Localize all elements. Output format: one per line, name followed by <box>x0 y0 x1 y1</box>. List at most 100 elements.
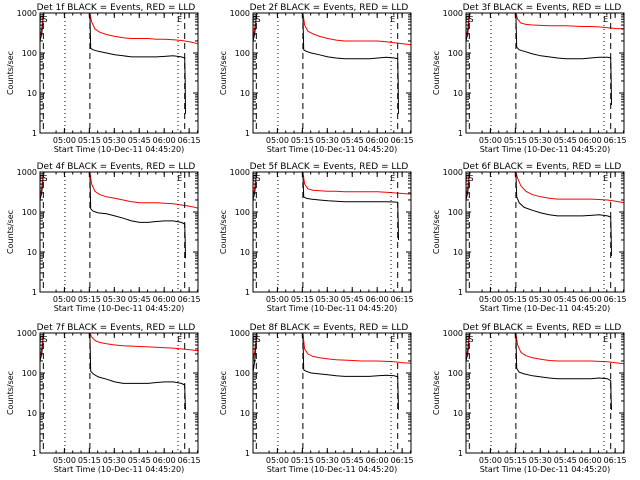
x-tick-label: 05:15 <box>504 295 527 304</box>
y-axis-label: Counts/sec <box>432 210 441 254</box>
y-tick-label: 1000 <box>443 9 463 18</box>
x-axis-label: Start Time (10-Dec-11 04:45:20) <box>267 465 398 474</box>
series-line-lld <box>252 171 412 197</box>
x-axis-label: Start Time (10-Dec-11 04:45:20) <box>480 145 611 154</box>
x-tick-label: 06:00 <box>579 136 602 145</box>
x-tick-label: 05:45 <box>128 295 151 304</box>
plot-frame <box>252 171 412 293</box>
x-axis-label: Start Time (10-Dec-11 04:45:20) <box>54 145 185 154</box>
x-tick-label: 05:15 <box>504 456 527 465</box>
x-tick-label: 06:15 <box>604 295 627 304</box>
x-tick-label: 06:00 <box>153 136 176 145</box>
marker-label: E <box>390 335 395 344</box>
x-tick-label: 05:00 <box>266 136 289 145</box>
x-tick-label: 06:00 <box>153 295 176 304</box>
x-tick-label: 05:15 <box>78 295 101 304</box>
y-tick-label: 10 <box>240 409 250 418</box>
plot-frame <box>252 12 412 134</box>
marker-label: S <box>42 174 47 183</box>
x-tick-label: 06:00 <box>366 456 389 465</box>
x-tick-label: 05:00 <box>53 136 76 145</box>
y-tick-label: 1000 <box>443 168 463 177</box>
marker-label: E <box>390 15 395 24</box>
y-tick-label: 1 <box>32 288 37 297</box>
y-tick-label: 10 <box>27 409 37 418</box>
series-line-lld <box>465 12 625 38</box>
marker-label: E <box>603 335 608 344</box>
series-line-lld <box>39 332 199 358</box>
y-tick-label: 10 <box>453 409 463 418</box>
chart-title: Det 8f BLACK = Events, RED = LLD <box>250 323 409 333</box>
marker-label: E <box>603 174 608 183</box>
chart-title: Det 6f BLACK = Events, RED = LLD <box>463 162 622 172</box>
x-tick-label: 06:00 <box>366 136 389 145</box>
y-tick-label: 10 <box>27 89 37 98</box>
x-tick-label: 06:15 <box>178 136 201 145</box>
y-tick-label: 10 <box>453 248 463 257</box>
x-axis-label: Start Time (10-Dec-11 04:45:20) <box>480 304 611 313</box>
chart-title: Det 5f BLACK = Events, RED = LLD <box>250 162 409 172</box>
y-tick-label: 10 <box>453 89 463 98</box>
y-axis-label: Counts/sec <box>219 51 228 95</box>
y-tick-label: 10 <box>240 89 250 98</box>
x-axis-label: Start Time (10-Dec-11 04:45:20) <box>54 304 185 313</box>
y-tick-label: 1000 <box>230 168 250 177</box>
marker-label: S <box>42 15 47 24</box>
y-tick-label: 10 <box>27 248 37 257</box>
series-line-events <box>252 12 399 114</box>
chart-title: Det 7f BLACK = Events, RED = LLD <box>37 323 196 333</box>
y-tick-label: 1 <box>458 129 463 138</box>
y-axis-label: Counts/sec <box>219 371 228 415</box>
x-tick-label: 06:15 <box>604 456 627 465</box>
x-tick-label: 06:15 <box>391 295 414 304</box>
series-line-lld <box>39 12 199 45</box>
x-tick-label: 05:15 <box>291 295 314 304</box>
plot-frame <box>465 171 625 293</box>
x-tick-label: 06:15 <box>391 456 414 465</box>
chart-title: Det 2f BLACK = Events, RED = LLD <box>250 3 409 13</box>
x-tick-label: 05:15 <box>291 456 314 465</box>
marker-label: E <box>603 15 608 24</box>
y-tick-label: 100 <box>448 369 463 378</box>
x-tick-label: 05:15 <box>291 136 314 145</box>
y-tick-label: 10 <box>240 248 250 257</box>
y-tick-label: 1 <box>32 129 37 138</box>
marker-label: E <box>390 174 395 183</box>
y-tick-label: 100 <box>235 208 250 217</box>
chart-title: Det 9f BLACK = Events, RED = LLD <box>463 323 622 333</box>
x-tick-label: 06:00 <box>579 295 602 304</box>
x-tick-label: 05:30 <box>316 136 339 145</box>
y-axis-label: Counts/sec <box>6 371 15 415</box>
x-tick-label: 06:15 <box>178 456 201 465</box>
series-line-lld <box>465 332 625 365</box>
plot-frame <box>39 332 199 454</box>
y-tick-label: 100 <box>235 49 250 58</box>
x-tick-label: 06:00 <box>366 295 389 304</box>
series-line-events <box>252 332 399 410</box>
y-tick-label: 100 <box>22 208 37 217</box>
x-tick-label: 05:30 <box>529 456 552 465</box>
x-tick-label: 06:15 <box>604 136 627 145</box>
y-tick-label: 100 <box>235 369 250 378</box>
x-tick-label: 05:30 <box>316 295 339 304</box>
plot-frame <box>39 171 199 293</box>
x-tick-label: 05:45 <box>128 456 151 465</box>
x-tick-label: 06:00 <box>579 456 602 465</box>
series-line-lld <box>252 12 412 46</box>
x-tick-label: 05:30 <box>103 456 126 465</box>
x-axis-label: Start Time (10-Dec-11 04:45:20) <box>480 465 611 474</box>
x-tick-label: 05:45 <box>341 456 364 465</box>
x-tick-label: 05:30 <box>529 295 552 304</box>
series-line-events <box>39 12 186 114</box>
y-tick-label: 1000 <box>17 9 37 18</box>
y-tick-label: 100 <box>22 369 37 378</box>
x-axis-label: Start Time (10-Dec-11 04:45:20) <box>267 304 398 313</box>
x-tick-label: 05:00 <box>266 456 289 465</box>
y-tick-label: 1 <box>245 129 250 138</box>
